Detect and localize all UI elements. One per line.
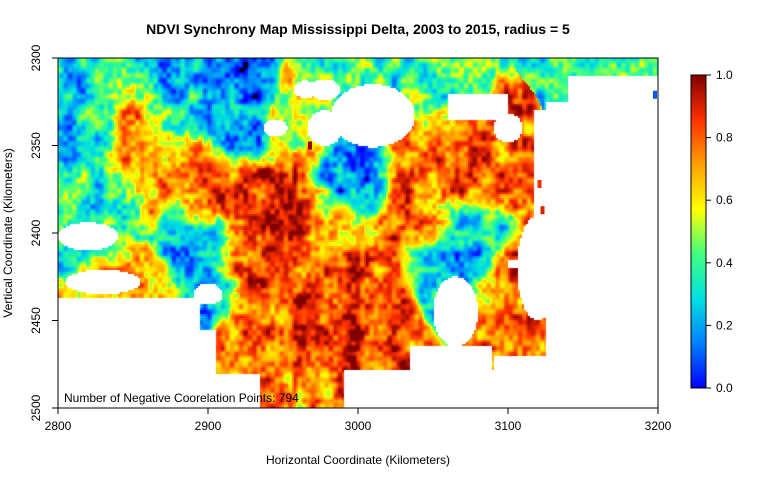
x-tick-label: 3000	[345, 419, 372, 433]
heatmap-raster	[58, 58, 658, 408]
special-point	[537, 180, 542, 188]
special-point	[308, 141, 312, 150]
colorbar-tick-label: 0.0	[716, 381, 733, 395]
x-tick-label: 2800	[45, 419, 72, 433]
colorbar-tick-label: 1.0	[716, 68, 733, 82]
y-axis: 2300 2350 2400 2450 2500	[29, 44, 58, 421]
chart-title: NDVI Synchrony Map Mississippi Delta, 20…	[146, 21, 570, 37]
colorbar-tick-label: 0.8	[716, 131, 733, 145]
colorbar-tick-label: 0.4	[716, 256, 733, 270]
negative-correlation-annotation: Number of Negative Coorelation Points: 7…	[64, 391, 299, 405]
y-tick-label: 2300	[29, 44, 43, 71]
y-axis-label: Vertical Coordinate (Kilometers)	[1, 148, 15, 317]
y-tick-label: 2400	[29, 219, 43, 246]
colorbar-ticks: 0.0 0.2 0.4 0.6 0.8 1.0	[706, 68, 733, 395]
colorbar-tick-label: 0.6	[716, 193, 733, 207]
special-points-layer	[308, 90, 657, 215]
x-tick-label: 3100	[495, 419, 522, 433]
y-tick-label: 2450	[29, 307, 43, 334]
colorbar-tick-label: 0.2	[716, 318, 733, 332]
heatmap-raster-container	[58, 58, 658, 408]
x-axis-label: Horizontal Coordinate (Kilometers)	[266, 453, 450, 467]
colorbar	[690, 74, 707, 389]
x-tick-label: 2900	[195, 419, 222, 433]
y-tick-label: 2350	[29, 132, 43, 159]
x-axis: 2800 2900 3000 3100 3200	[45, 408, 672, 433]
special-point	[540, 206, 545, 215]
y-tick-label: 2500	[29, 394, 43, 421]
special-point	[653, 90, 657, 99]
x-tick-label: 3200	[645, 419, 672, 433]
